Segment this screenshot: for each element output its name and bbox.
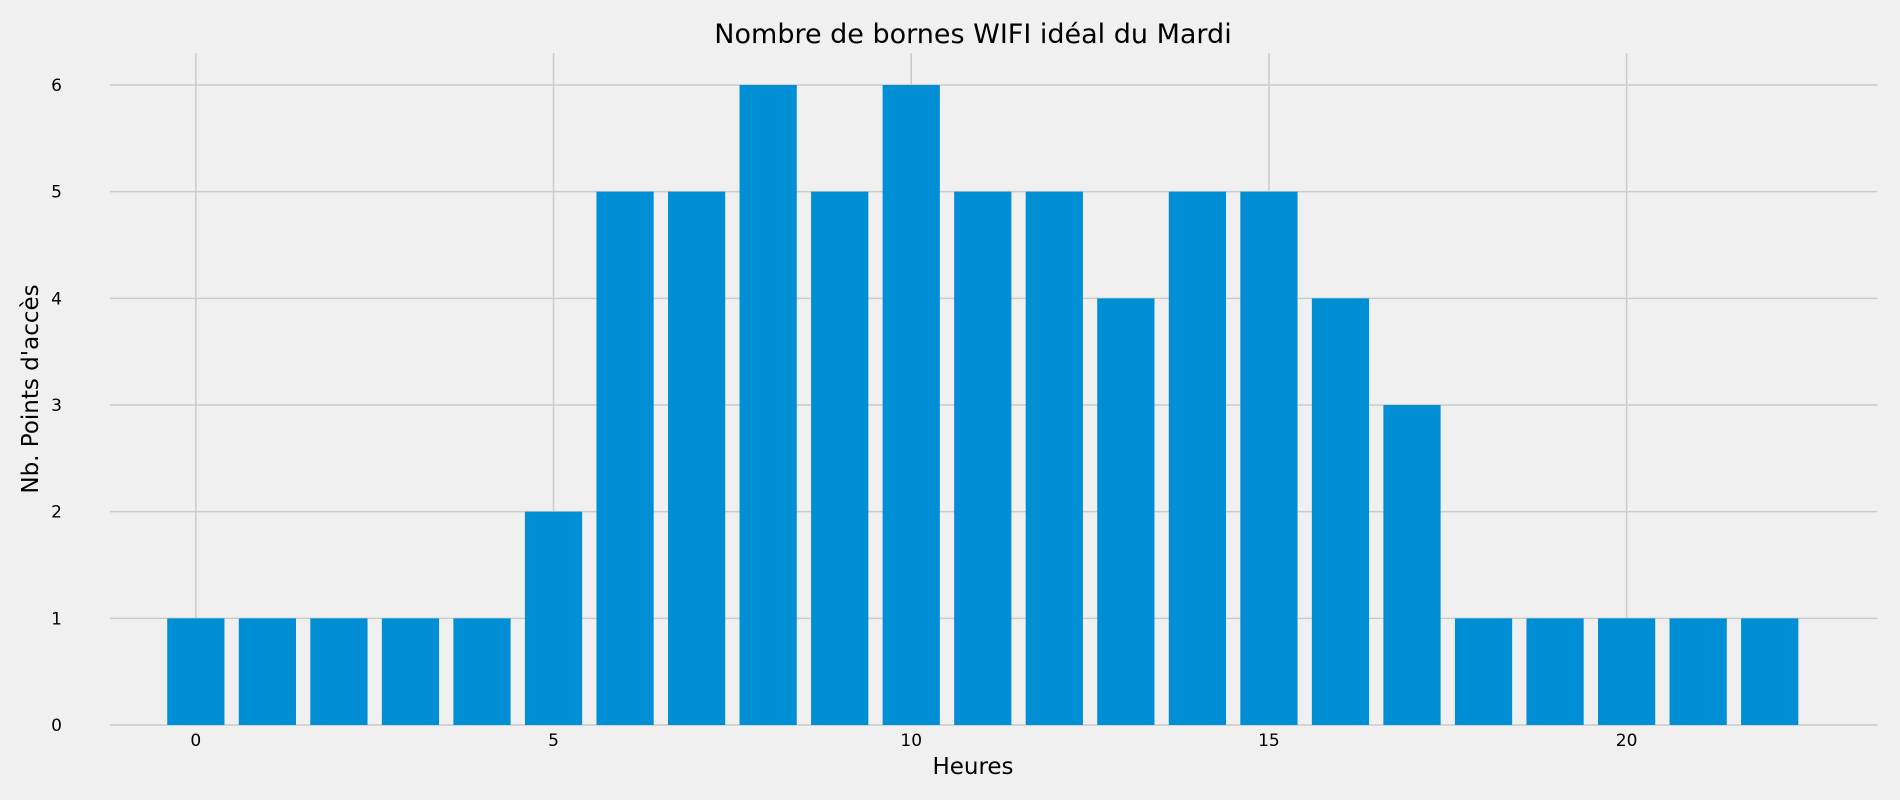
bar	[1383, 405, 1441, 725]
bar	[1598, 618, 1656, 725]
bar	[310, 618, 368, 725]
bar	[1669, 618, 1727, 725]
bar	[1240, 191, 1298, 725]
y-tick-label: 0	[51, 716, 62, 736]
bar	[1025, 191, 1083, 725]
chart-title: Nombre de bornes WIFI idéal du Mardi	[714, 19, 1231, 50]
y-tick-label: 4	[51, 289, 62, 309]
bar	[954, 191, 1012, 725]
bar	[882, 85, 940, 725]
bars	[167, 85, 1799, 725]
x-tick-label: 5	[548, 731, 559, 751]
bar	[1741, 618, 1799, 725]
tick-labels: 0 1 2 3 4 5 6 0 5 10 15 20	[51, 76, 1637, 751]
bar	[1168, 191, 1226, 725]
x-tick-label: 20	[1616, 731, 1638, 751]
y-tick-label: 1	[51, 609, 62, 629]
y-tick-label: 3	[51, 396, 62, 416]
bar	[381, 618, 440, 725]
bar	[453, 618, 511, 725]
x-tick-label: 10	[900, 731, 922, 751]
y-tick-label: 6	[51, 76, 62, 96]
x-tick-label: 15	[1258, 731, 1280, 751]
y-axis-label: Nb. Points d'accès	[18, 284, 44, 493]
x-tick-label: 0	[190, 731, 201, 751]
bar	[1097, 298, 1155, 725]
x-axis-label: Heures	[932, 754, 1013, 780]
bar	[1454, 618, 1513, 725]
y-tick-label: 2	[51, 503, 62, 523]
bar	[167, 618, 225, 725]
bar	[596, 191, 654, 725]
bar	[668, 191, 726, 725]
bar	[739, 85, 797, 725]
bar	[1526, 618, 1584, 725]
bar	[811, 191, 869, 725]
y-tick-label: 5	[51, 183, 62, 203]
bar	[238, 618, 296, 725]
bar	[1311, 298, 1370, 725]
bar	[524, 511, 583, 725]
